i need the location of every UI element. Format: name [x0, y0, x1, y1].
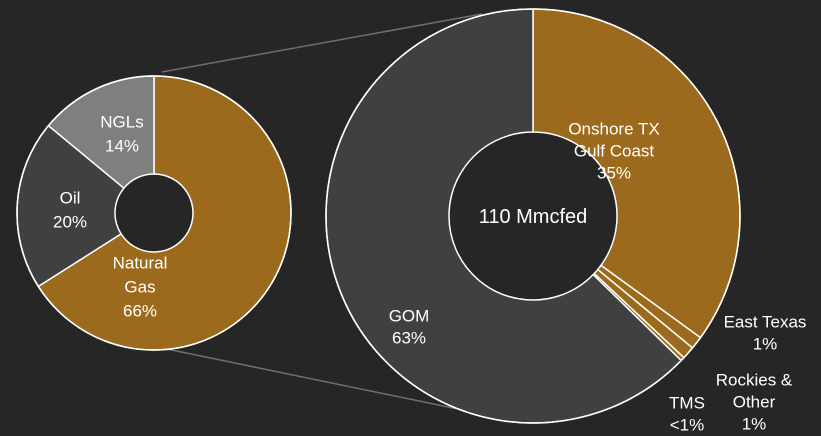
label-gom: GOM 63%	[389, 306, 430, 347]
connector-lines	[161, 13, 483, 415]
connector-line-bottom	[161, 347, 483, 415]
label-rockies-other: Rockies & Other 1%	[716, 370, 793, 433]
commodity-mix-donut: Natural Gas 66% Oil 20% NGLs 14%	[16, 75, 292, 351]
gas-region-donut: Onshore TX Gulf Coast 35% East Texas 1% Rocki…	[325, 8, 807, 434]
donut-outline	[325, 8, 741, 424]
slice-onshore-tx-gulf-coast	[532, 8, 741, 339]
label-oil: Oil 20%	[53, 188, 87, 231]
label-ngls: NGLs 14%	[100, 112, 143, 155]
connector-line-top	[161, 13, 483, 73]
label-natural-gas: Natural Gas 66%	[113, 253, 168, 320]
donut-center-label: 110 Mmcfed	[479, 206, 588, 228]
label-tms: TMS <1%	[669, 393, 705, 434]
label-east-texas: East Texas 1%	[724, 312, 807, 353]
label-onshore-tx-gulf-coast: Onshore TX Gulf Coast 35%	[568, 119, 659, 182]
donut-outline	[16, 75, 292, 351]
